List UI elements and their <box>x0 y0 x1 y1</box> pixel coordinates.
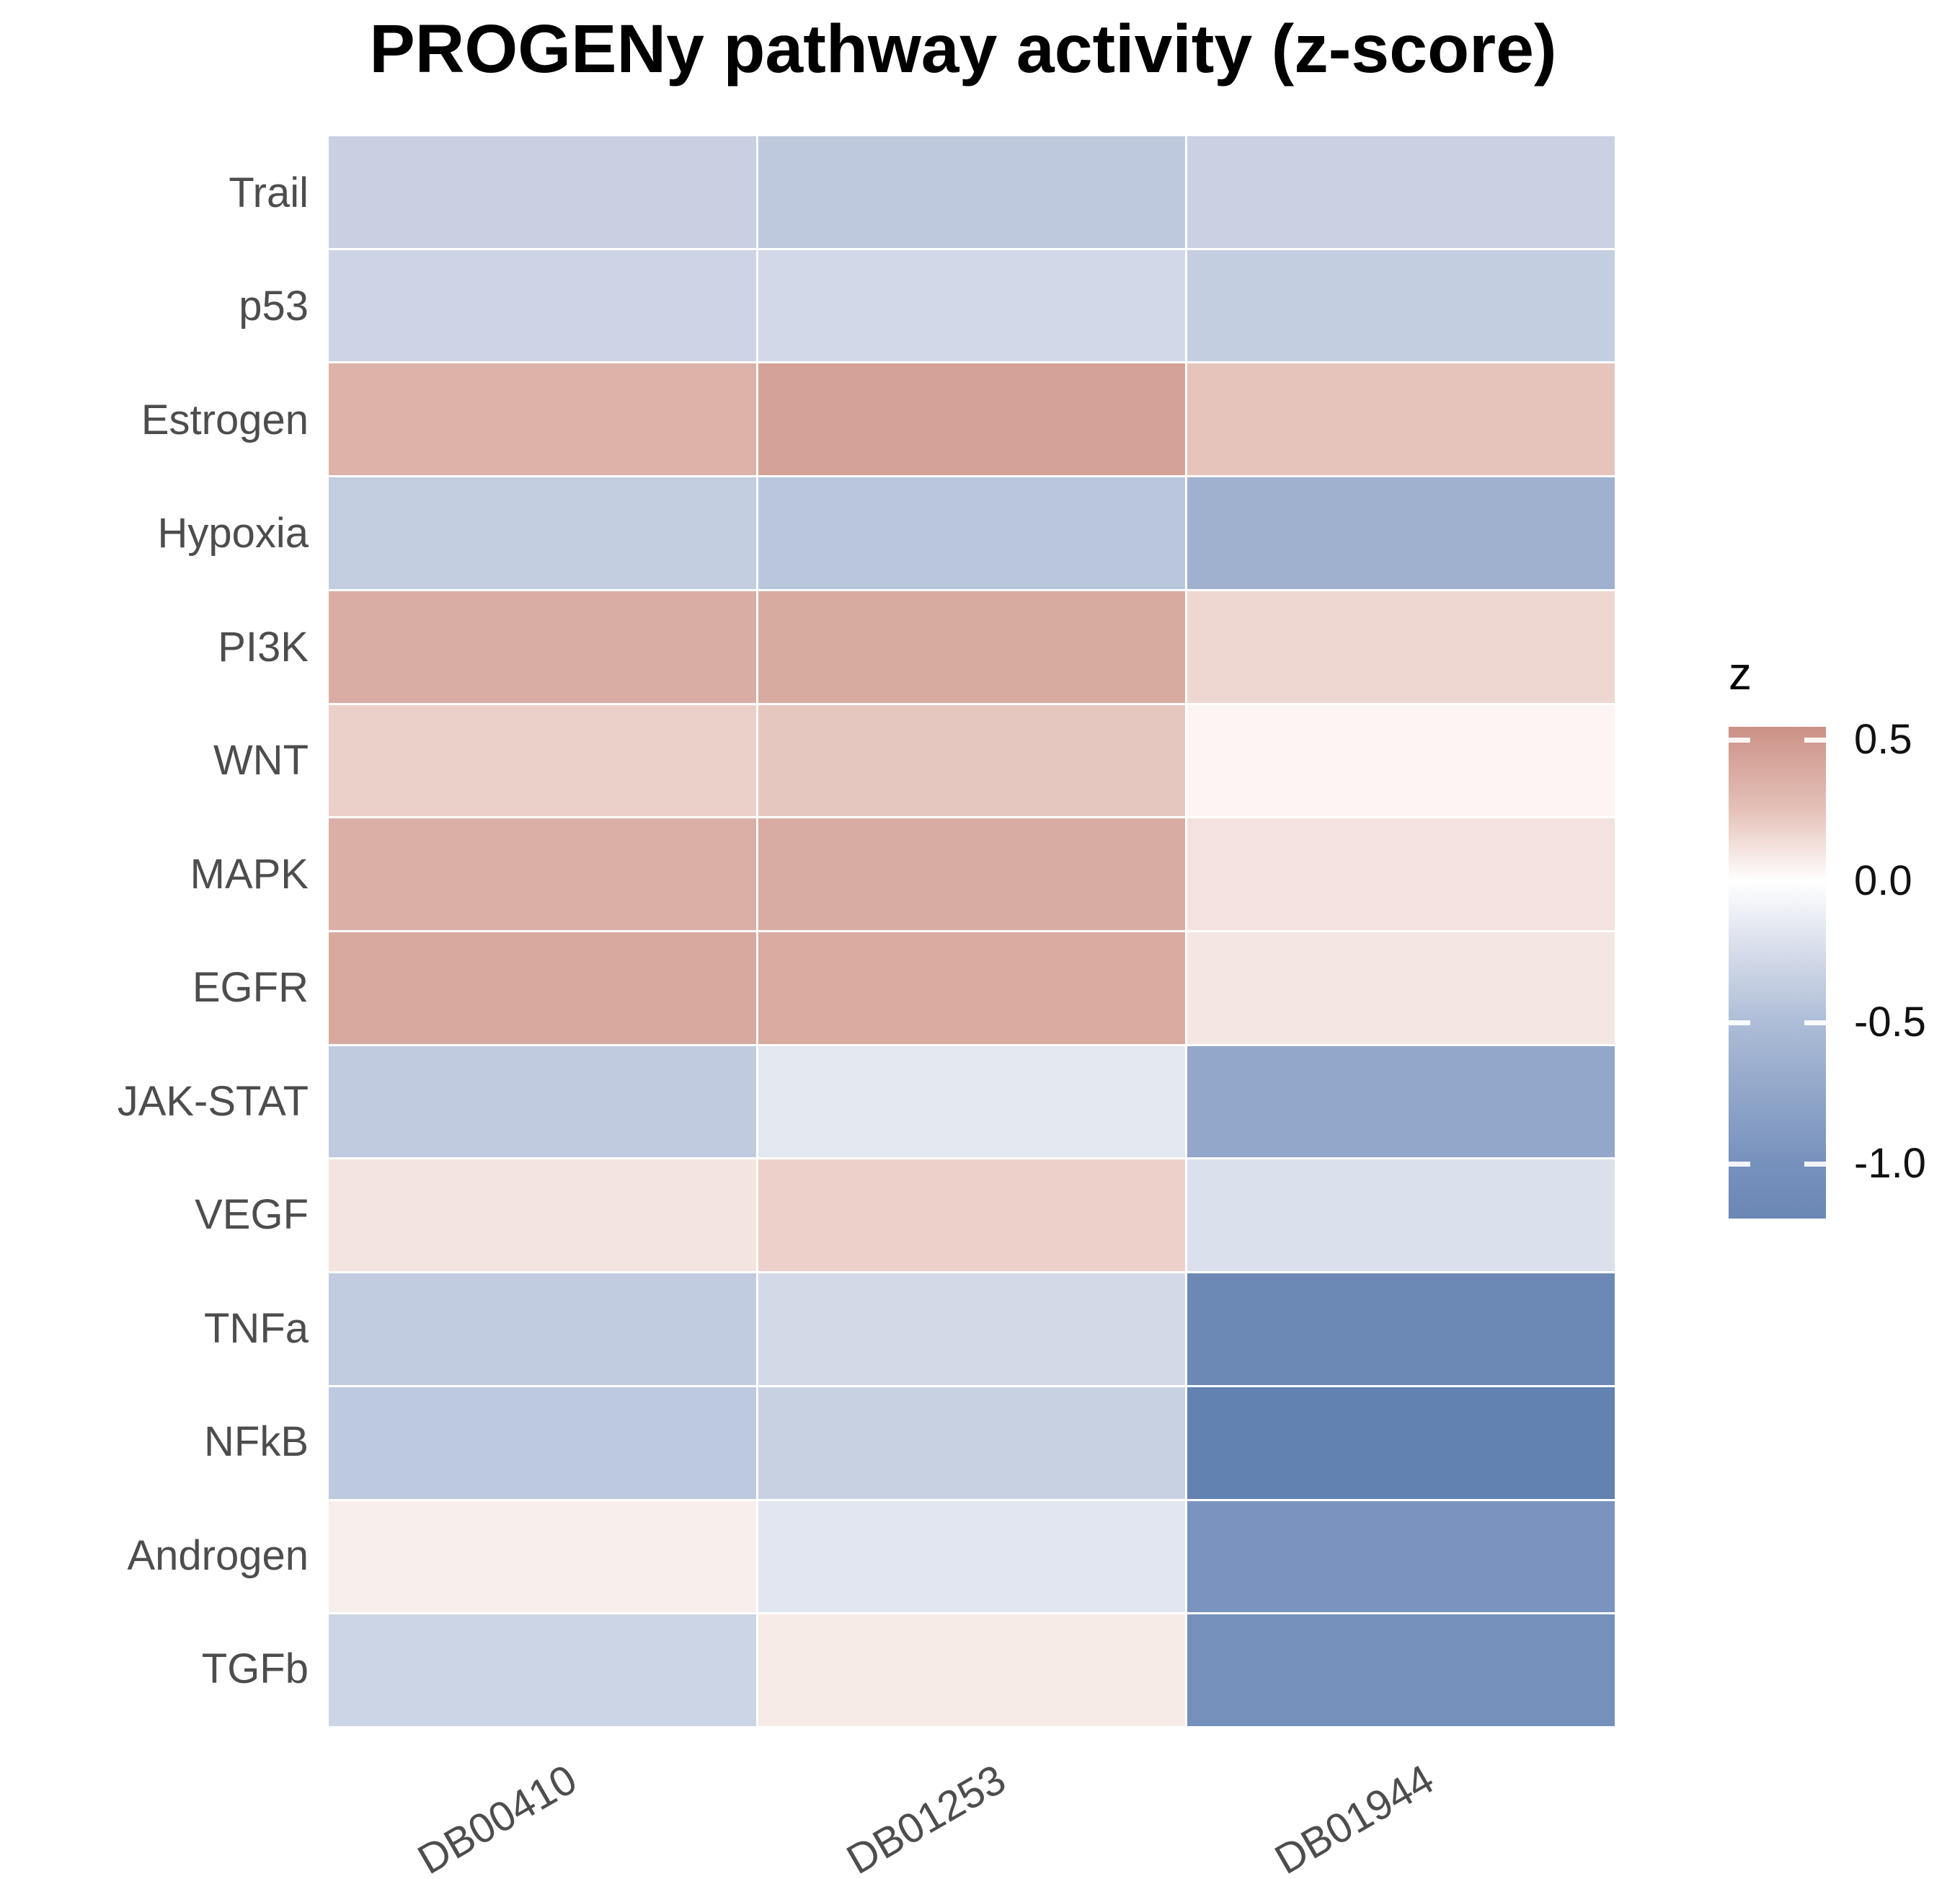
x-axis-slot-DB01253: DB01253 <box>758 1726 1187 1879</box>
x-axis-label-DB01944: DB01944 <box>1267 1755 1442 1879</box>
heatmap-cell-JAK-STAT-DB00410 <box>329 1045 756 1158</box>
y-axis-label-Trail: Trail <box>229 169 309 216</box>
legend-tick-label-0.5: 0.5 <box>1854 716 1912 763</box>
heatmap-cell-TGFb-DB00410 <box>329 1614 756 1726</box>
heatmap-cell-Trail-DB01944 <box>1187 136 1615 248</box>
y-axis-label-TGFb: TGFb <box>201 1645 309 1692</box>
legend-tick-mark <box>1729 738 1750 743</box>
legend-tick-label--0.5: -0.5 <box>1854 999 1926 1045</box>
heatmap-cell-VEGF-DB00410 <box>329 1159 756 1272</box>
heatmap-cell-TGFb-DB01944 <box>1187 1614 1615 1726</box>
heatmap-cell-Estrogen-DB01944 <box>1187 363 1615 476</box>
legend-tick-mark <box>1729 879 1750 884</box>
heatmap-cell-TNFa-DB01253 <box>758 1273 1186 1385</box>
heatmap-cell-WNT-DB01944 <box>1187 704 1615 817</box>
y-axis-label-JAK-STAT: JAK-STAT <box>117 1078 309 1125</box>
heatmap-cell-VEGF-DB01944 <box>1187 1159 1615 1272</box>
legend-title: z <box>1729 647 1752 699</box>
y-axis-labels: Trail p53 Estrogen Hypoxia PI3K WNT MAPK EGFR JA… <box>0 136 309 1726</box>
y-axis-label-p53: p53 <box>239 283 309 330</box>
heatmap-cell-EGFR-DB00410 <box>329 932 756 1044</box>
heatmap-cell-MAPK-DB00410 <box>329 818 756 930</box>
y-axis-label-PI3K: PI3K <box>218 624 309 671</box>
heatmap-cell-Androgen-DB00410 <box>329 1500 756 1613</box>
heatmap-cell-Estrogen-DB01253 <box>758 363 1186 476</box>
heatmap-cell-NFkB-DB01944 <box>1187 1387 1615 1499</box>
heatmap-cell-WNT-DB01253 <box>758 704 1186 817</box>
heatmap-cell-Estrogen-DB00410 <box>329 363 756 476</box>
heatmap-cell-PI3K-DB01253 <box>758 591 1186 703</box>
heatmap-cell-NFkB-DB01253 <box>758 1387 1186 1499</box>
y-axis-label-WNT: WNT <box>213 737 309 784</box>
legend-tick-mark <box>1804 1162 1826 1167</box>
y-axis-label-VEGF: VEGF <box>195 1191 309 1238</box>
heatmap-cell-PI3K-DB00410 <box>329 591 756 703</box>
x-axis-slot-DB01944: DB01944 <box>1186 1726 1615 1879</box>
y-axis-label-Estrogen: Estrogen <box>141 397 309 443</box>
heatmap-cell-TNFa-DB01944 <box>1187 1273 1615 1385</box>
heatmap-cell-MAPK-DB01253 <box>758 818 1186 930</box>
legend-tick-mark <box>1804 879 1826 884</box>
legend-tick-label--1.0: -1.0 <box>1854 1140 1926 1187</box>
legend-tick-mark <box>1729 1162 1750 1167</box>
heatmap-cell-Androgen-DB01944 <box>1187 1500 1615 1613</box>
heatmap-cell-Hypoxia-DB01944 <box>1187 477 1615 589</box>
heatmap-cell-TGFb-DB01253 <box>758 1614 1186 1726</box>
heatmap-cell-EGFR-DB01944 <box>1187 932 1615 1044</box>
legend-tick-mark <box>1729 1020 1750 1025</box>
y-axis-label-NFkB: NFkB <box>204 1418 309 1465</box>
heatmap-cell-WNT-DB00410 <box>329 704 756 817</box>
heatmap-cell-EGFR-DB01253 <box>758 932 1186 1044</box>
legend-tick-mark <box>1804 738 1826 743</box>
y-axis-label-EGFR: EGFR <box>192 964 309 1011</box>
y-axis-label-Hypoxia: Hypoxia <box>157 510 309 557</box>
heatmap-cell-Hypoxia-DB01253 <box>758 477 1186 589</box>
heatmap-cell-Hypoxia-DB00410 <box>329 477 756 589</box>
y-axis-label-MAPK: MAPK <box>190 851 309 898</box>
heatmap-cell-NFkB-DB00410 <box>329 1387 756 1499</box>
heatmap-cell-p53-DB01944 <box>1187 249 1615 362</box>
heatmap-cell-MAPK-DB01944 <box>1187 818 1615 930</box>
x-axis-label-DB00410: DB00410 <box>409 1755 585 1879</box>
heatmap-cell-VEGF-DB01253 <box>758 1159 1186 1272</box>
x-axis-label-DB01253: DB01253 <box>838 1755 1014 1879</box>
x-axis-slot-DB00410: DB00410 <box>329 1726 758 1879</box>
y-axis-label-TNFa: TNFa <box>204 1305 309 1352</box>
legend-tick-mark <box>1804 1020 1826 1025</box>
heatmap-cell-p53-DB01253 <box>758 249 1186 362</box>
heatmap-cell-Androgen-DB01253 <box>758 1500 1186 1613</box>
heatmap-grid <box>329 136 1615 1726</box>
heatmap-cell-PI3K-DB01944 <box>1187 591 1615 703</box>
heatmap-cell-p53-DB00410 <box>329 249 756 362</box>
heatmap-cell-TNFa-DB00410 <box>329 1273 756 1385</box>
heatmap-cell-Trail-DB00410 <box>329 136 756 248</box>
heatmap-cell-JAK-STAT-DB01944 <box>1187 1045 1615 1158</box>
y-axis-label-Androgen: Androgen <box>127 1532 309 1579</box>
heatmap-cell-Trail-DB01253 <box>758 136 1186 248</box>
heatmap-cell-JAK-STAT-DB01253 <box>758 1045 1186 1158</box>
x-axis-labels: DB00410 DB01253 DB01944 <box>329 1726 1615 1879</box>
chart-title: PROGENy pathway activity (z-score) <box>369 11 1557 87</box>
legend-colorbar <box>1729 727 1826 1219</box>
legend-tick-label-0.0: 0.0 <box>1854 857 1912 904</box>
